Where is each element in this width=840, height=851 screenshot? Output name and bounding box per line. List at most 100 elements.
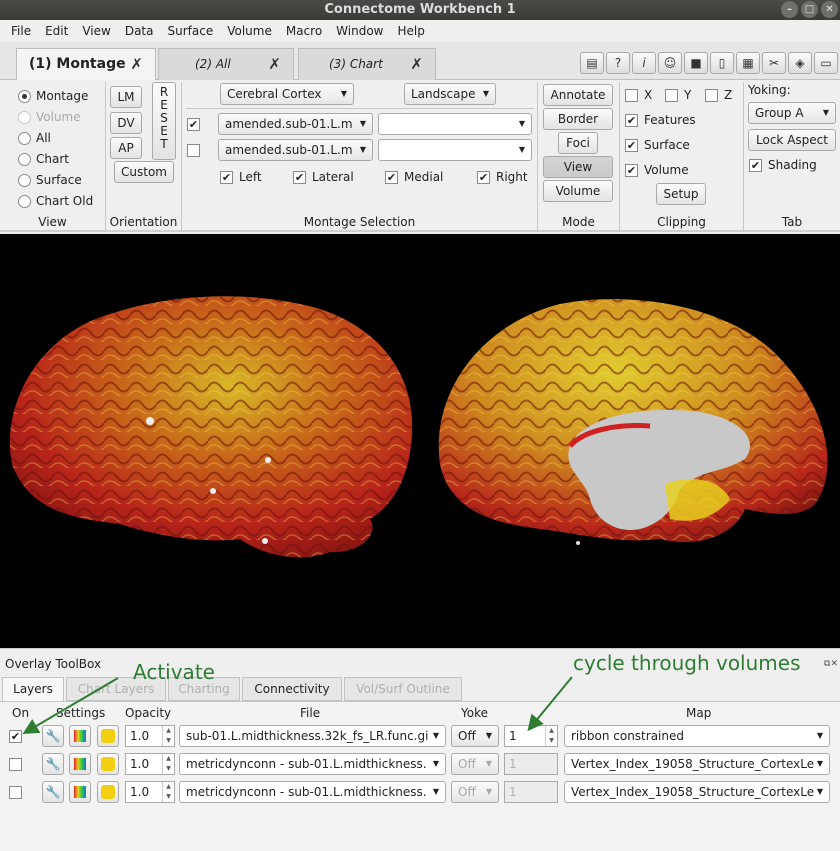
identify-icon[interactable] xyxy=(97,781,119,803)
layer-file-select[interactable]: metricdynconn - sub-01.L.midthickness. ▼ xyxy=(179,753,446,775)
checkbox[interactable]: ✔ xyxy=(625,138,638,152)
identify-icon[interactable] xyxy=(97,753,119,775)
clip-y[interactable]: Y xyxy=(665,86,691,104)
palette-icon[interactable] xyxy=(69,725,91,747)
spin-arrows-icon[interactable]: ▲ ▼ xyxy=(162,726,174,746)
tools-icon[interactable]: ✂ xyxy=(762,52,786,74)
radio-button[interactable] xyxy=(18,89,31,103)
layer-on-checkbox[interactable] xyxy=(9,758,22,771)
checkbox[interactable]: ✔ xyxy=(477,170,490,184)
layer-on-checkbox[interactable]: ✔ xyxy=(9,730,22,743)
dv-button[interactable]: DV xyxy=(110,112,142,134)
menu-surface[interactable]: Surface xyxy=(167,24,214,38)
info-bubble-icon[interactable]: ▤ xyxy=(580,52,604,74)
tab-close-icon[interactable]: ✗ xyxy=(130,55,143,73)
menu-window[interactable]: Window xyxy=(336,24,384,38)
lm-button[interactable]: LM xyxy=(110,86,142,108)
montage-row-2-checkbox[interactable] xyxy=(187,144,200,157)
clip-surface[interactable]: ✔ Surface xyxy=(625,136,690,154)
clipping-setup-button[interactable]: Setup xyxy=(656,183,706,205)
tab-close-icon[interactable]: ✗ xyxy=(410,55,423,73)
palette-icon[interactable] xyxy=(69,753,91,775)
brain-render[interactable] xyxy=(0,234,840,648)
menu-edit[interactable]: Edit xyxy=(45,24,69,38)
menu-macro[interactable]: Macro xyxy=(285,24,323,38)
border-mode-button[interactable]: Border xyxy=(543,108,613,130)
layers-icon[interactable]: ◈ xyxy=(788,52,812,74)
checkbox[interactable]: ✔ xyxy=(625,113,638,127)
montage-row-1-surface-select[interactable]: amended.sub-01.L.m ▼ xyxy=(218,113,373,135)
shading-toggle[interactable]: ✔ Shading xyxy=(749,156,817,174)
checkbox[interactable]: ✔ xyxy=(385,170,398,184)
montage-option-medial[interactable]: ✔ Medial xyxy=(385,168,443,186)
yoke-select[interactable]: Off ▼ xyxy=(451,725,499,747)
tab-chart[interactable]: (3) Chart ✗ xyxy=(298,48,436,80)
toolbox-window-controls[interactable]: ⧉✕ xyxy=(824,659,838,669)
tab-all[interactable]: (2) All ✗ xyxy=(158,48,294,80)
checkbox[interactable] xyxy=(665,88,678,102)
clip-z[interactable]: Z xyxy=(705,86,732,104)
view-option-chart[interactable]: Chart xyxy=(18,150,69,168)
identify-icon[interactable] xyxy=(97,725,119,747)
palette-icon[interactable] xyxy=(69,781,91,803)
spin-arrows-icon[interactable]: ▲ ▼ xyxy=(162,754,174,774)
yoking-group-select[interactable]: Group A ▼ xyxy=(748,102,836,124)
montage-row-2-surface-select[interactable]: amended.sub-01.L.m ▼ xyxy=(218,139,373,161)
checkbox[interactable]: ✔ xyxy=(220,170,233,184)
lock-aspect-button[interactable]: Lock Aspect xyxy=(748,129,836,151)
help-icon[interactable]: ? xyxy=(606,52,630,74)
spin-arrows-icon[interactable]: ▲ ▼ xyxy=(545,726,557,746)
structure-select[interactable]: Cerebral Cortex ▼ xyxy=(220,83,354,105)
view-option-surface[interactable]: Surface xyxy=(18,171,82,189)
spin-arrows-icon[interactable]: ▲ ▼ xyxy=(162,782,174,802)
close-window-icon[interactable]: ✕ xyxy=(821,1,838,18)
menu-file[interactable]: File xyxy=(11,24,32,38)
menu-data[interactable]: Data xyxy=(124,24,154,38)
map-select[interactable]: Vertex_Index_19058_Structure_CortexLe ▼ xyxy=(564,781,830,803)
montage-row-1-second-select[interactable]: ▼ xyxy=(378,113,532,135)
foci-mode-button[interactable]: Foci xyxy=(558,132,598,154)
opacity-spinbox[interactable]: 1.0 ▲ ▼ xyxy=(125,781,175,803)
toolbox-icon[interactable]: ▭ xyxy=(814,52,838,74)
view-option-chart-old[interactable]: Chart Old xyxy=(18,192,93,210)
scene-icon[interactable]: ▯ xyxy=(710,52,734,74)
clip-features[interactable]: ✔ Features xyxy=(625,111,696,129)
ap-button[interactable]: AP xyxy=(110,137,142,159)
checkbox[interactable]: ✔ xyxy=(293,170,306,184)
clip-x[interactable]: X xyxy=(625,86,652,104)
minimize-icon[interactable]: – xyxy=(781,1,798,18)
menu-view[interactable]: View xyxy=(82,24,111,38)
menu-help[interactable]: Help xyxy=(397,24,425,38)
volume-mode-button[interactable]: Volume xyxy=(543,180,613,202)
reset-button[interactable]: R E S E T xyxy=(152,82,176,160)
view-mode-button[interactable]: View xyxy=(543,156,613,178)
opacity-spinbox[interactable]: 1.0 ▲ ▼ xyxy=(125,725,175,747)
wrench-icon[interactable]: 🔧 xyxy=(42,753,64,775)
montage-option-lateral[interactable]: ✔ Lateral xyxy=(293,168,354,186)
wrench-icon[interactable]: 🔧 xyxy=(42,781,64,803)
layout-select[interactable]: Landscape ▼ xyxy=(404,83,496,105)
graphics-viewport[interactable] xyxy=(0,234,840,648)
information-icon[interactable]: i xyxy=(632,52,656,74)
checkbox[interactable]: ✔ xyxy=(749,158,762,172)
checkbox[interactable]: ✔ xyxy=(625,163,638,177)
layer-file-select[interactable]: metricdynconn - sub-01.L.midthickness. ▼ xyxy=(179,781,446,803)
layer-file-select[interactable]: sub-01.L.midthickness.32k_fs_LR.func.gi ▼ xyxy=(179,725,446,747)
montage-row-2-second-select[interactable]: ▼ xyxy=(378,139,532,161)
checkbox[interactable] xyxy=(625,88,638,102)
custom-button[interactable]: Custom xyxy=(114,161,174,183)
view-option-all[interactable]: All xyxy=(18,129,51,147)
tab-close-icon[interactable]: ✗ xyxy=(268,55,281,73)
radio-button[interactable] xyxy=(18,131,31,145)
map-select[interactable]: ribbon constrained ▼ xyxy=(564,725,830,747)
menu-volume[interactable]: Volume xyxy=(227,24,272,38)
maximize-icon[interactable]: □ xyxy=(801,1,818,18)
radio-button[interactable] xyxy=(18,173,31,187)
map-select[interactable]: Vertex_Index_19058_Structure_CortexLe ▼ xyxy=(564,753,830,775)
tab-connectivity[interactable]: Connectivity xyxy=(242,677,342,701)
montage-row-1-checkbox[interactable]: ✔ xyxy=(187,118,200,131)
montage-option-left[interactable]: ✔ Left xyxy=(220,168,262,186)
radio-button[interactable] xyxy=(18,194,31,208)
radio-button[interactable] xyxy=(18,152,31,166)
montage-option-right[interactable]: ✔ Right xyxy=(477,168,528,186)
